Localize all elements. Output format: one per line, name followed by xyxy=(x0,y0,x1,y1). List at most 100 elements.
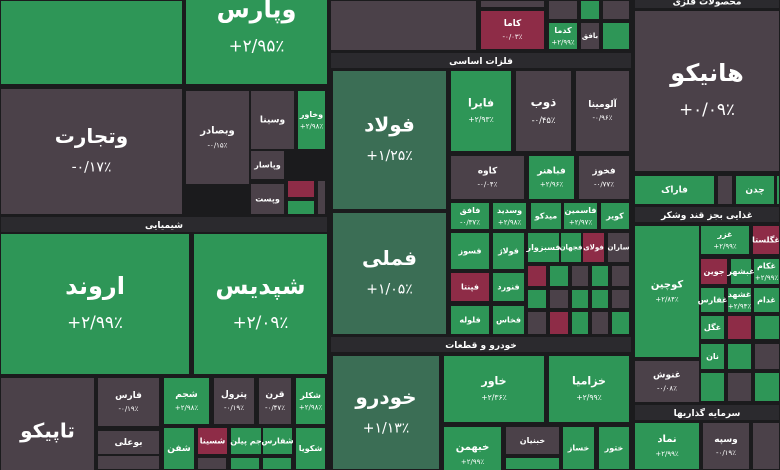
tile-name: بافق xyxy=(582,32,599,40)
tile xyxy=(198,428,227,454)
tile-change: +۲/۹۸٪ xyxy=(299,403,323,411)
tile xyxy=(493,233,524,269)
tile xyxy=(728,288,751,312)
sector-header xyxy=(331,337,631,352)
tile xyxy=(603,1,629,19)
tile xyxy=(333,71,446,209)
tile xyxy=(612,312,629,334)
tile xyxy=(198,458,226,469)
tile xyxy=(98,431,159,454)
tile xyxy=(296,428,325,469)
tile-change: -۰/۳۷٪ xyxy=(460,218,480,226)
tile-name: غفارس xyxy=(698,296,728,306)
tile-change: +۲/۹۶٪ xyxy=(540,181,564,189)
tile-name: پترول xyxy=(221,390,247,400)
sector-label: سرمایه گذاریها xyxy=(674,407,741,419)
tile-name: فخوز xyxy=(591,167,615,177)
tile xyxy=(549,356,629,422)
tile xyxy=(529,156,574,199)
tile-change: +۲/۹۹٪ xyxy=(655,450,679,458)
tile-change: -۰/۰۸٪ xyxy=(657,385,677,393)
tile xyxy=(549,23,577,49)
tile-name: غزر xyxy=(716,230,732,239)
tile-change: +۲/۹۹٪ xyxy=(713,242,737,250)
sector-header xyxy=(635,0,779,8)
tile xyxy=(635,176,714,204)
tile-change: +۲/۹۵٪ xyxy=(229,36,285,56)
tile-name: هانیکو xyxy=(669,59,743,87)
tile xyxy=(288,181,314,197)
tile xyxy=(528,233,559,262)
tile xyxy=(331,1,476,50)
tile-change: +۲/۹۹٪ xyxy=(755,274,779,282)
tile xyxy=(608,233,629,262)
tile xyxy=(333,356,439,469)
sector-label: غذایی بجز قند وشکر xyxy=(660,211,753,221)
tile-name: غدام xyxy=(757,296,776,305)
tile xyxy=(583,233,604,262)
tile xyxy=(214,378,254,424)
tile-change: -۰/۱۷٪ xyxy=(72,160,112,176)
tile-name: آلومینا xyxy=(588,98,617,110)
tile-change: +۲/۹۳٪ xyxy=(468,115,494,124)
tile-name: نان xyxy=(706,352,719,361)
tile xyxy=(288,201,314,214)
tile xyxy=(1,378,94,470)
tile xyxy=(451,273,489,301)
tile-change: +۲/۹۹٪ xyxy=(67,312,123,332)
sector-header xyxy=(1,217,327,232)
tile xyxy=(1,89,182,214)
tile-name: میدکو xyxy=(534,212,558,221)
tile xyxy=(592,266,608,286)
tile xyxy=(451,203,489,229)
tile xyxy=(592,312,608,334)
tile-change: -۰/۱۹٪ xyxy=(119,405,139,413)
tile-name: فسبزوار xyxy=(526,243,561,252)
tile xyxy=(1,1,182,84)
tile xyxy=(451,71,511,151)
tile-name: فارس xyxy=(115,391,142,401)
tile-name: اروند xyxy=(65,272,125,300)
tile-change: +۱/۲۵٪ xyxy=(366,148,413,164)
tile xyxy=(333,213,446,334)
tile-name: خبهمن xyxy=(456,442,490,453)
tile xyxy=(231,428,261,454)
tile xyxy=(572,266,588,286)
tile-name: وپست xyxy=(255,195,280,204)
tile xyxy=(635,11,779,171)
tile-change: +۲/۹۸٪ xyxy=(175,404,199,412)
tile xyxy=(701,316,724,339)
tile xyxy=(451,306,489,334)
tile xyxy=(728,373,751,401)
tile-change: +۰/۰۹٪ xyxy=(679,99,735,119)
tile xyxy=(259,378,291,424)
tile xyxy=(550,266,568,286)
tile xyxy=(186,91,249,184)
tile xyxy=(298,91,325,149)
tile-name: فاسمین xyxy=(565,206,597,215)
tile xyxy=(612,290,629,308)
tile-name: فپنتا xyxy=(461,283,479,292)
sector-header xyxy=(635,405,779,420)
tile-name: شپدیس xyxy=(215,272,305,300)
tile xyxy=(528,266,546,286)
tile-name: غنوش xyxy=(653,371,681,381)
tile-name: شکلر xyxy=(299,391,321,400)
tile xyxy=(728,316,751,339)
tile-name: خساز xyxy=(567,444,590,453)
tile-name: خاور xyxy=(480,374,506,387)
tile xyxy=(506,427,559,454)
tile xyxy=(635,226,699,357)
tile-name: فملی xyxy=(362,246,417,270)
tile-name: غگلستا xyxy=(752,235,780,245)
tile-change: +۲/۳۶٪ xyxy=(481,393,507,402)
tile xyxy=(701,373,724,401)
tile-name: ساران xyxy=(608,244,630,252)
tile xyxy=(581,23,599,49)
tile-name: شسینا xyxy=(200,437,226,446)
tile-change: +۲/۹۴٪ xyxy=(728,302,752,310)
tile xyxy=(755,316,779,339)
tile-name: فولای xyxy=(583,244,604,252)
tile xyxy=(318,181,325,214)
